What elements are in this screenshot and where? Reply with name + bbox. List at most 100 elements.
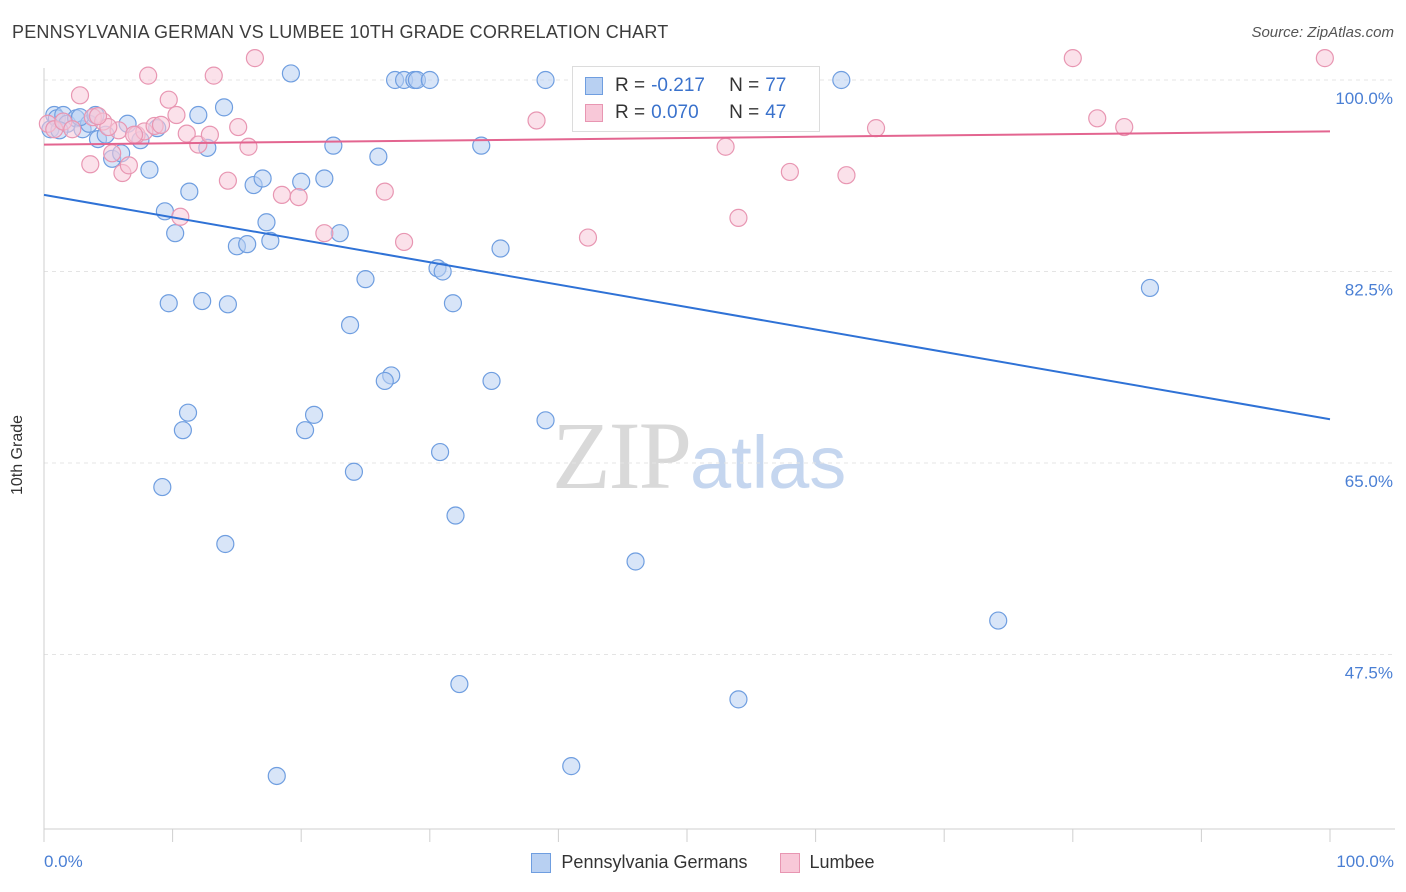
- lumbee-label: Lumbee: [809, 852, 875, 872]
- lumbee-point: [229, 117, 248, 137]
- pennsylvania-germans-point: [472, 136, 491, 155]
- pennsylvania-germans-point: [536, 411, 555, 430]
- blue-r-label: R =: [615, 75, 646, 96]
- y-tick-label: 82.5%: [1345, 281, 1393, 300]
- pennsylvania-germans-point: [178, 403, 198, 422]
- pennsylvania-germans-point: [218, 295, 237, 314]
- legend-item-lumbee[interactable]: Lumbee: [779, 852, 875, 873]
- lumbee-point: [1088, 109, 1107, 128]
- pennsylvania-germans-trend-line: [43, 193, 1331, 421]
- lumbee-point: [239, 137, 258, 156]
- lumbee-point: [70, 86, 90, 105]
- lumbee-trend-line: [43, 130, 1331, 146]
- lumbee-point: [729, 208, 748, 227]
- pennsylvania-germans-point: [324, 136, 343, 155]
- lumbee-point: [375, 182, 394, 201]
- pennsylvania-germans-point: [267, 766, 286, 786]
- pennsylvania-germans-point: [261, 231, 280, 250]
- lumbee-point: [315, 224, 334, 243]
- y-axis-label: 10th Grade: [9, 414, 26, 496]
- pennsylvania-germans-point: [214, 98, 234, 117]
- lumbee-point: [204, 66, 223, 85]
- lumbee-point: [866, 119, 886, 138]
- pennsylvania-germans-point: [443, 294, 463, 313]
- source-label: Source: ZipAtlas.com: [1251, 24, 1394, 41]
- pennsylvania-germans-point: [536, 70, 555, 90]
- watermark-zip: ZIP: [552, 402, 692, 509]
- pennsylvania-germans-point: [491, 239, 510, 258]
- y-tick-label: 47.5%: [1345, 664, 1393, 683]
- pennsylvania-germans-point: [159, 294, 178, 313]
- pennsylvania-germans-point: [340, 316, 360, 335]
- lumbee-point: [167, 105, 186, 125]
- blue-n-label: N =: [729, 75, 760, 96]
- lumbee-point: [578, 228, 598, 247]
- lumbee-point: [1063, 49, 1082, 68]
- correlation-legend: R = -0.217 N = 77 R = 0.070 N = 47: [572, 66, 820, 132]
- lumbee-point: [1315, 49, 1334, 68]
- lumbee-point: [837, 166, 856, 185]
- pennsylvania-germans-point: [295, 421, 315, 440]
- pink-n-label: N =: [729, 102, 760, 123]
- pennsylvania-germans-point: [281, 64, 301, 83]
- pennsylvania-germans-point: [216, 534, 235, 554]
- lumbee-swatch: [779, 852, 800, 873]
- lumbee-point: [272, 185, 292, 204]
- pennsylvania-germans-point: [193, 291, 212, 311]
- lumbee-point: [245, 49, 265, 68]
- legend-row-pink: R = 0.070 N = 47: [585, 101, 786, 125]
- lumbee-point: [218, 171, 237, 190]
- x-axis-max-label: 100.0%: [1336, 852, 1394, 871]
- lumbee-point: [527, 111, 546, 130]
- pennsylvania-germans-point: [253, 169, 272, 188]
- lumbee-point: [394, 232, 414, 252]
- pink-swatch: [585, 104, 603, 122]
- pennsylvania-germans-label: Pennsylvania Germans: [561, 852, 748, 872]
- pennsylvania-germans-point: [832, 70, 851, 90]
- lumbee-point: [139, 66, 158, 85]
- lumbee-point: [189, 135, 208, 154]
- blue-swatch: [585, 77, 603, 95]
- legend-item-pennsylvania-germans[interactable]: Pennsylvania Germans: [531, 852, 748, 873]
- pennsylvania-germans-point: [173, 421, 192, 440]
- lumbee-point: [289, 187, 308, 207]
- pink-n-value: 47: [765, 102, 787, 123]
- pennsylvania-germans-point: [989, 611, 1008, 630]
- pennsylvania-germans-point: [626, 552, 645, 571]
- lumbee-point: [81, 155, 100, 174]
- pennsylvania-germans-point: [446, 506, 465, 525]
- pink-r-label: R =: [615, 102, 646, 123]
- pennsylvania-germans-swatch: [531, 852, 552, 873]
- legend-row-blue: R = -0.217 N = 77: [585, 74, 786, 98]
- pennsylvania-germans-point: [180, 182, 199, 201]
- blue-n-value: 77: [765, 75, 787, 96]
- pennsylvania-germans-point: [369, 147, 388, 166]
- pennsylvania-germans-point: [356, 270, 375, 289]
- chart-title: PENNSYLVANIA GERMAN VS LUMBEE 10TH GRADE…: [12, 22, 669, 42]
- pennsylvania-germans-point: [330, 224, 349, 243]
- blue-r-value: -0.217: [651, 75, 705, 96]
- lumbee-point: [119, 156, 138, 175]
- lumbee-point: [159, 90, 178, 109]
- pennsylvania-germans-point: [482, 371, 501, 391]
- lumbee-point: [1115, 117, 1134, 137]
- lumbee-point: [151, 115, 171, 134]
- pennsylvania-germans-point: [433, 262, 452, 281]
- pennsylvania-germans-point: [166, 224, 185, 243]
- x-axis-min-label: 0.0%: [44, 852, 83, 871]
- lumbee-point: [124, 125, 144, 144]
- pennsylvania-germans-point: [375, 371, 394, 391]
- pennsylvania-germans-point: [304, 405, 324, 424]
- y-tick-label: 100.0%: [1335, 89, 1393, 108]
- lumbee-point: [63, 120, 82, 139]
- lumbee-point: [716, 137, 735, 156]
- pennsylvania-germans-point: [292, 172, 311, 191]
- y-tick-label: 65.0%: [1345, 472, 1393, 491]
- pennsylvania-germans-point: [430, 442, 450, 462]
- pennsylvania-germans-point: [344, 462, 364, 481]
- pennsylvania-germans-point: [257, 213, 276, 232]
- pennsylvania-germans-point: [729, 690, 748, 709]
- pennsylvania-germans-point: [420, 70, 439, 90]
- lumbee-point: [200, 125, 219, 144]
